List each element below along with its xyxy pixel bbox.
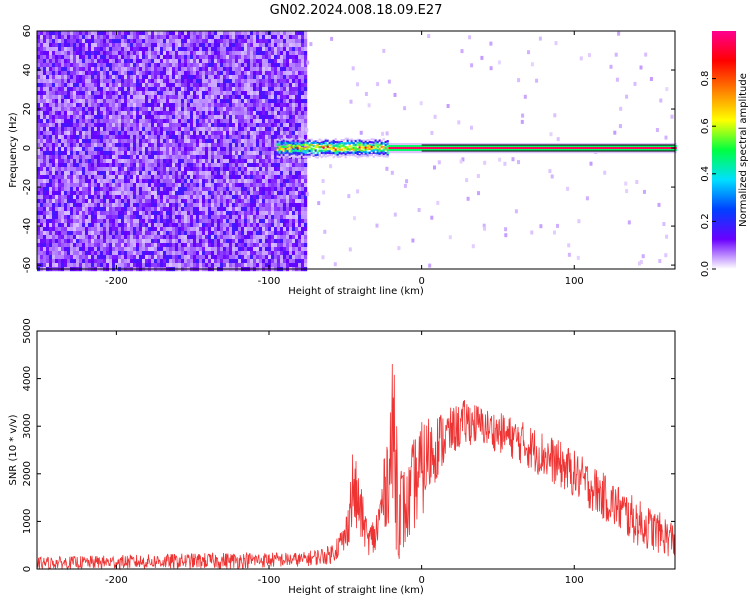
spectrogram-xlabel: Height of straight line (km) xyxy=(288,286,424,297)
spectrogram-plot-frame xyxy=(36,30,676,270)
colorbar: 0.0 0.2 0.4 0.6 0.8 Normalized spectral ampl… xyxy=(700,31,749,277)
colorbar-tick-label: 0.6 xyxy=(700,118,711,134)
spectrogram-xtick-label: 100 xyxy=(565,276,584,287)
spectrogram-ytick-label: 0 xyxy=(22,145,33,151)
spectrogram-ytick-label: 20 xyxy=(22,103,33,116)
colorbar-ticks: 0.0 0.2 0.4 0.6 0.8 xyxy=(700,71,716,277)
spectrogram-ytick-label: -20 xyxy=(22,179,33,195)
snr-series-line xyxy=(36,363,676,571)
spectrogram-ytick-label: 40 xyxy=(22,64,33,77)
colorbar-label: Normalized spectral amplitude xyxy=(738,73,749,227)
snr-ytick-label: 2000 xyxy=(22,461,33,486)
snr-xlabel: Height of straight line (km) xyxy=(288,585,424,596)
colorbar-tick-label: 0.2 xyxy=(700,213,711,229)
figure-title: GN02.2024.008.18.09.E27 xyxy=(270,3,443,18)
snr-ytick-label: 5000 xyxy=(22,318,33,343)
snr-ylabel: SNR (10 * v/v) xyxy=(8,414,19,485)
colorbar-tick-label: 0.4 xyxy=(700,166,711,182)
snr-ytick-label: 4000 xyxy=(22,366,33,391)
snr-ytick-label: 0 xyxy=(22,566,33,572)
spectrogram-ytick-label: -60 xyxy=(22,257,33,273)
snr-plot-frame xyxy=(36,330,676,570)
snr-xtick-label: 0 xyxy=(418,575,424,586)
snr-xtick-label: -200 xyxy=(105,575,128,586)
spectrogram-xtick-label: -100 xyxy=(258,276,281,287)
snr-ytick-label: 1000 xyxy=(22,509,33,534)
snr-xtick-label: -100 xyxy=(258,575,281,586)
spectrogram-ytick-label: -40 xyxy=(22,218,33,234)
spectrogram-xtick-label: 0 xyxy=(418,276,424,287)
spectrogram-ytick-label: 60 xyxy=(22,25,33,38)
spectrogram-xtick-label: -200 xyxy=(105,276,128,287)
snr-ytick-label: 3000 xyxy=(22,413,33,438)
snr-xtick-label: 100 xyxy=(565,575,584,586)
colorbar-gradient xyxy=(712,31,736,269)
colorbar-tick-label: 0.8 xyxy=(700,71,711,87)
spectrogram-ylabel: Frequency (Hz) xyxy=(8,112,19,188)
colorbar-tick-label: 0.0 xyxy=(700,261,711,277)
spectrogram-signal xyxy=(276,137,677,159)
